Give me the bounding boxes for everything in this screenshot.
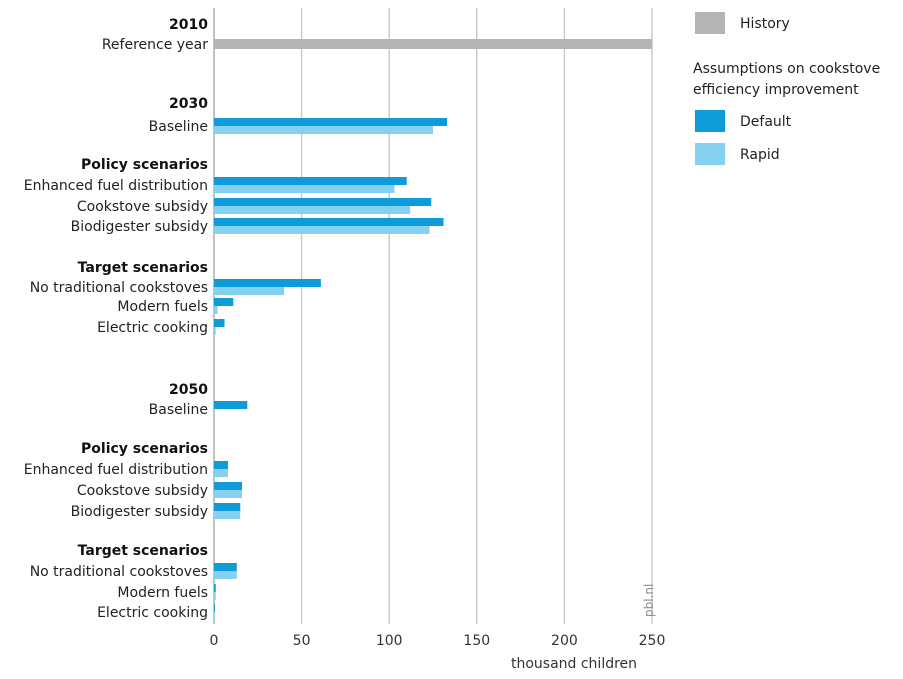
bar-rapid xyxy=(214,226,430,234)
bar-rapid xyxy=(214,287,285,295)
legend-heading-line-1: Assumptions on cookstove xyxy=(693,61,880,77)
bar-default xyxy=(214,218,444,226)
bar-default xyxy=(214,198,432,206)
group-header: Policy scenarios xyxy=(81,441,208,457)
row-label: Electric cooking xyxy=(97,605,208,621)
bar-default xyxy=(214,298,234,306)
x-tick-label: 150 xyxy=(463,633,490,649)
bar-rapid xyxy=(214,206,411,214)
bar-history xyxy=(214,39,652,49)
x-tick-label: 50 xyxy=(293,633,311,649)
x-tick-label: 100 xyxy=(376,633,403,649)
x-axis: thousand children 0 50 100 150 200 250 xyxy=(210,633,666,672)
row-label: Electric cooking xyxy=(97,320,208,336)
legend: History Assumptions on cookstove efficie… xyxy=(693,12,880,165)
bar-default xyxy=(214,118,448,126)
bar-rapid xyxy=(214,469,229,477)
bar-rapid xyxy=(214,571,237,579)
bar-rapid xyxy=(214,612,215,620)
row-label: Modern fuels xyxy=(117,299,208,315)
row-labels: 2010 Reference year 2030 Baseline Policy sce… xyxy=(24,17,208,621)
bar-rapid xyxy=(214,592,216,600)
gridlines xyxy=(213,8,653,624)
bar-rapid xyxy=(214,185,395,193)
row-label: Enhanced fuel distribution xyxy=(24,462,208,478)
row-label: No traditional cookstoves xyxy=(30,280,208,296)
group-header: Target scenarios xyxy=(78,543,208,559)
bar-rapid xyxy=(214,306,218,314)
group-header: 2030 xyxy=(169,96,208,112)
legend-label-history: History xyxy=(740,16,790,32)
row-label: Baseline xyxy=(149,402,208,418)
x-axis-label: thousand children xyxy=(511,656,637,672)
bar-rapid xyxy=(214,327,216,335)
legend-swatch-rapid xyxy=(695,143,725,165)
bar-default xyxy=(214,401,248,409)
legend-swatch-history xyxy=(695,12,725,34)
bar-default xyxy=(214,584,216,592)
legend-swatch-default xyxy=(695,110,725,132)
row-label: No traditional cookstoves xyxy=(30,564,208,580)
source-credit: pbl.nl xyxy=(642,584,656,617)
x-tick-label: 200 xyxy=(551,633,578,649)
row-label: Cookstove subsidy xyxy=(77,199,208,215)
bar-default xyxy=(214,503,241,511)
group-header: 2010 xyxy=(169,17,208,33)
row-label: Baseline xyxy=(149,119,208,135)
group-header: Target scenarios xyxy=(78,260,208,276)
bar-default xyxy=(214,279,321,287)
legend-label-rapid: Rapid xyxy=(740,147,780,163)
bar-default xyxy=(214,177,407,185)
bar-default xyxy=(214,319,225,327)
bars xyxy=(214,39,652,620)
x-tick-label: 0 xyxy=(210,633,219,649)
bar-default xyxy=(214,563,237,571)
row-label: Cookstove subsidy xyxy=(77,483,208,499)
bar-rapid xyxy=(214,126,433,134)
bar-rapid xyxy=(214,511,241,519)
bar-default xyxy=(214,482,243,490)
bar-rapid xyxy=(214,490,243,498)
bar-default xyxy=(214,461,229,469)
x-tick-label: 250 xyxy=(639,633,666,649)
group-header: Policy scenarios xyxy=(81,157,208,173)
legend-label-default: Default xyxy=(740,114,792,130)
row-label: Reference year xyxy=(102,37,208,53)
row-label: Enhanced fuel distribution xyxy=(24,178,208,194)
group-header: 2050 xyxy=(169,382,208,398)
bar-default xyxy=(214,604,215,612)
row-label: Modern fuels xyxy=(117,585,208,601)
legend-heading-line-2: efficiency improvement xyxy=(693,82,859,98)
row-label: Biodigester subsidy xyxy=(71,219,208,235)
row-label: Biodigester subsidy xyxy=(71,504,208,520)
